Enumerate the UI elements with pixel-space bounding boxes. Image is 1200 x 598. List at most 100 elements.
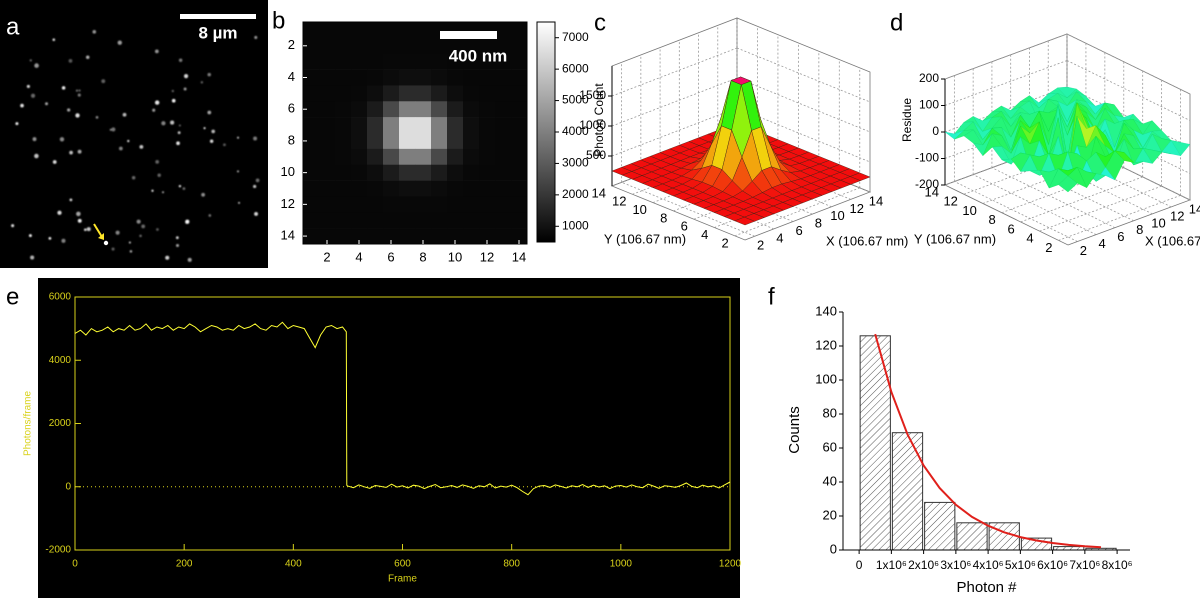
spot xyxy=(117,40,122,45)
pixel xyxy=(319,148,336,166)
pixel xyxy=(495,69,512,86)
pixel xyxy=(335,117,352,134)
pixel xyxy=(335,85,352,102)
x-axis-label: X (106.67 nm) xyxy=(1145,233,1200,248)
pixel xyxy=(383,117,400,134)
y-tick-label: 0 xyxy=(65,481,71,492)
arrow-head xyxy=(98,233,104,240)
pixel xyxy=(463,196,480,213)
pixel xyxy=(383,101,400,118)
spot xyxy=(156,228,159,231)
pixel xyxy=(447,37,464,55)
spot xyxy=(185,219,190,224)
arrow xyxy=(93,223,103,238)
pixel xyxy=(431,133,448,150)
spot xyxy=(165,255,170,260)
spot xyxy=(154,100,160,105)
pixel xyxy=(319,37,336,55)
pixel xyxy=(479,212,496,229)
pixel xyxy=(479,164,496,181)
y-tick-label: 6 xyxy=(1007,221,1014,236)
x-tick-label: 12 xyxy=(850,201,864,216)
x-tick-label: 8 xyxy=(419,249,426,264)
pixel xyxy=(463,37,480,55)
pixel xyxy=(495,53,512,70)
x-tick-label: 8 xyxy=(815,216,822,231)
y-tick-label: 120 xyxy=(815,337,837,352)
pixel xyxy=(463,101,480,118)
pixel xyxy=(447,133,464,150)
pixel xyxy=(463,85,480,102)
pixel xyxy=(447,117,464,134)
pixel xyxy=(335,196,352,213)
pixel xyxy=(511,117,528,134)
pixel xyxy=(399,148,416,166)
pixel xyxy=(367,53,384,70)
spot xyxy=(178,124,181,127)
spot xyxy=(59,137,65,142)
pixel xyxy=(495,133,512,150)
pixel xyxy=(495,180,512,197)
grid-line xyxy=(611,47,738,97)
spot xyxy=(30,255,35,260)
pixel xyxy=(399,37,416,55)
pixel xyxy=(415,22,432,39)
scale-bar-label: 400 nm xyxy=(449,46,508,65)
pixel xyxy=(511,85,528,102)
pixel xyxy=(511,148,528,166)
spot xyxy=(182,187,186,190)
spot xyxy=(48,236,52,240)
pixel xyxy=(431,69,448,86)
surface-patch xyxy=(734,216,756,226)
pixel xyxy=(303,53,320,70)
pixel xyxy=(479,69,496,86)
x-tick-label: 14 xyxy=(869,193,883,208)
pixel xyxy=(351,22,368,39)
z-tick-label: 1000 xyxy=(579,118,606,132)
colorbar-tick-label: 1000 xyxy=(562,218,589,232)
x-tick-label: 0 xyxy=(72,559,78,570)
pixel xyxy=(495,196,512,213)
spot xyxy=(45,102,49,106)
spot xyxy=(254,211,258,216)
colorbar-tick-label: 6000 xyxy=(562,61,589,75)
spot xyxy=(201,35,205,39)
spot xyxy=(28,234,32,238)
pixel xyxy=(495,212,512,229)
pixel xyxy=(495,117,512,134)
pixel xyxy=(335,148,352,166)
pixel xyxy=(367,117,384,134)
pixel xyxy=(495,37,512,55)
pixel xyxy=(431,53,448,70)
pixel xyxy=(367,101,384,118)
pixel xyxy=(463,117,480,134)
pixel xyxy=(351,69,368,86)
pixel xyxy=(511,37,528,55)
pixel xyxy=(447,101,464,118)
colorbar-tick-label: 4000 xyxy=(562,124,589,138)
pixel xyxy=(447,148,464,166)
spot xyxy=(136,219,141,224)
x-tick-label: 4 xyxy=(355,249,362,264)
scale-bar xyxy=(440,31,497,39)
pixel xyxy=(495,148,512,166)
spot xyxy=(103,240,109,246)
pixel xyxy=(303,101,320,118)
pixel xyxy=(463,69,480,86)
pixel xyxy=(367,148,384,166)
grid-line xyxy=(944,60,1068,106)
pixel xyxy=(351,53,368,70)
spot xyxy=(75,89,79,92)
pixel xyxy=(463,133,480,150)
pixel xyxy=(447,228,464,245)
pixel xyxy=(335,37,352,55)
pixel xyxy=(351,37,368,55)
y-tick-label: 6000 xyxy=(49,292,72,303)
spot xyxy=(34,63,39,68)
pixel xyxy=(463,53,480,70)
y-tick-label: 6 xyxy=(288,101,295,116)
bar xyxy=(956,522,988,551)
y-tick-label: 12 xyxy=(612,194,626,209)
spot xyxy=(118,146,123,151)
y-tick-label: 10 xyxy=(632,202,646,217)
